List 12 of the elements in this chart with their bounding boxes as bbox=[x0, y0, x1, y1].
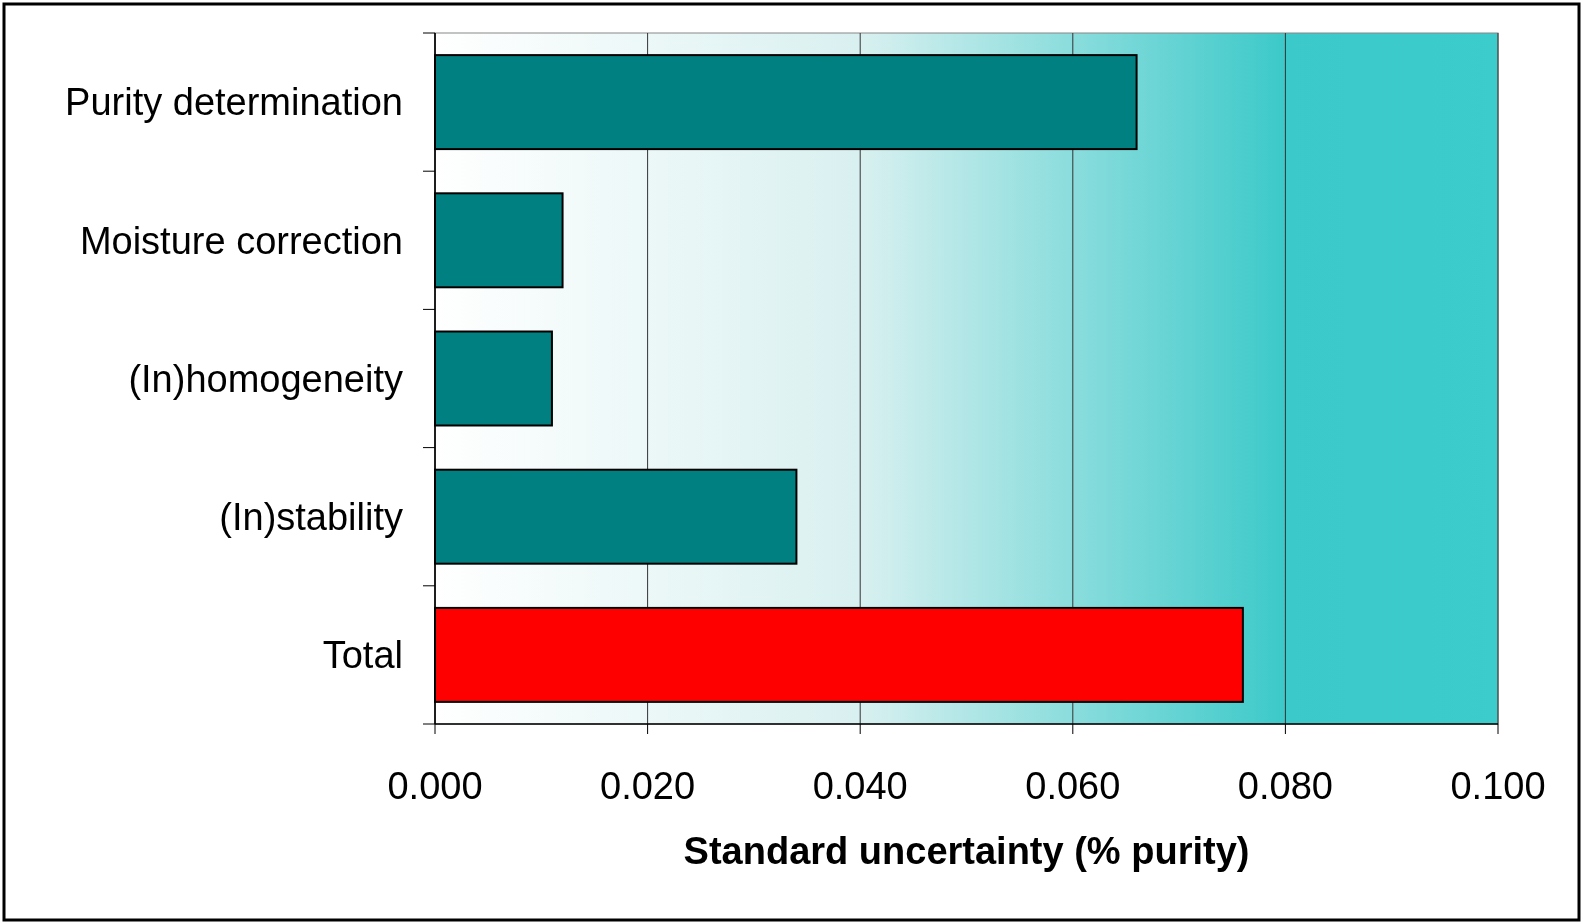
x-axis-title: Standard uncertainty (% purity) bbox=[683, 830, 1250, 872]
x-tick-label: 0.020 bbox=[600, 765, 696, 807]
x-tick-label: 0.000 bbox=[387, 765, 483, 807]
y-tick-label: Moisture correction bbox=[79, 219, 403, 262]
x-tick-label: 0.060 bbox=[1025, 765, 1121, 807]
y-tick-label: (In)homogeneity bbox=[128, 357, 403, 400]
y-tick-label: Purity determination bbox=[65, 81, 403, 124]
x-tick-label: 0.080 bbox=[1237, 765, 1333, 807]
x-tick-label: 0.040 bbox=[812, 765, 908, 807]
y-tick-label: (In)stability bbox=[219, 496, 403, 538]
y-tick-label: Total bbox=[322, 634, 403, 677]
x-tick-label: 0.100 bbox=[1450, 765, 1546, 807]
